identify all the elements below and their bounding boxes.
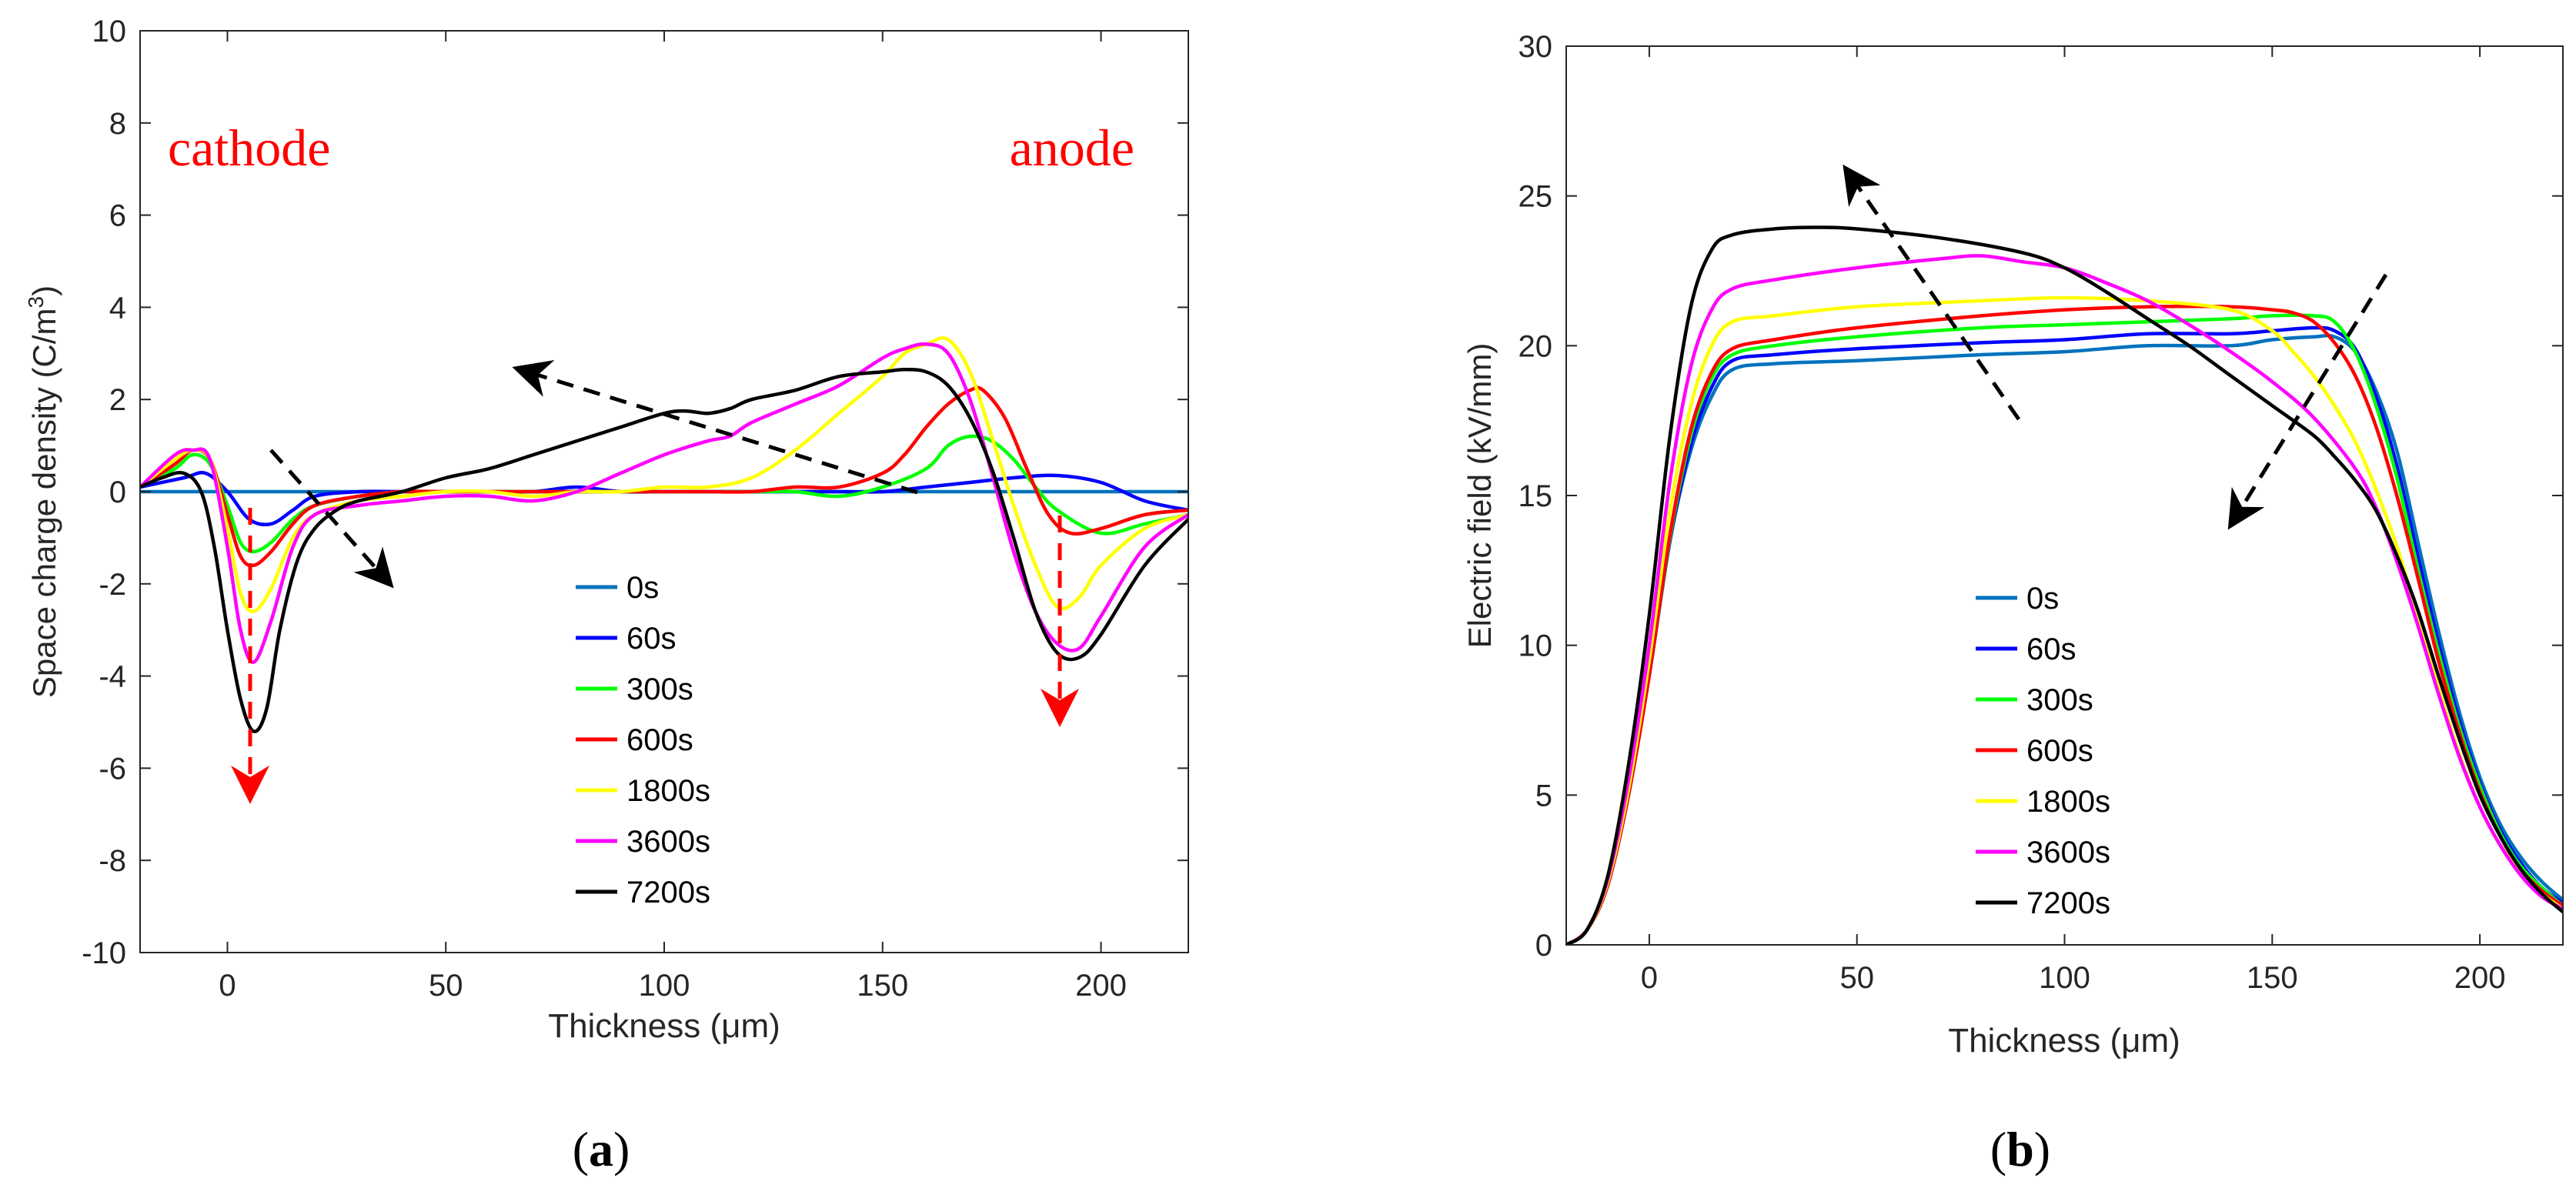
- x-tick-label: 150: [2247, 961, 2298, 995]
- series-line-3600s: [1566, 254, 2563, 945]
- series-line-3600s: [140, 342, 1188, 664]
- x-tick-label: 100: [639, 969, 690, 1003]
- chart-b-arrow-field-decrease: [2227, 273, 2388, 530]
- legend-label-60s: 60s: [626, 622, 677, 656]
- chart-a-xlabel: Thickness (μm): [548, 1007, 780, 1045]
- legend-label-3600s: 3600s: [626, 825, 710, 859]
- chart-a-panel-letter: a: [589, 1122, 613, 1176]
- legend-label-1800s: 1800s: [2026, 785, 2110, 819]
- legend-label-0s: 0s: [626, 571, 659, 605]
- chart-b-xlabel: Thickness (μm): [1948, 1022, 2180, 1060]
- y-tick-label: -2: [99, 568, 126, 602]
- legend-label-0s: 0s: [2026, 582, 2059, 616]
- legend-label-300s: 300s: [2026, 683, 2093, 717]
- legend-label-3600s: 3600s: [2026, 836, 2110, 869]
- y-tick-label: -4: [99, 660, 126, 694]
- y-tick-label: 2: [109, 383, 126, 417]
- y-tick-label: 10: [92, 15, 127, 48]
- x-tick-label: 200: [2454, 961, 2506, 995]
- chart-b-series-group: [1566, 225, 2563, 945]
- x-tick-label: 50: [429, 969, 463, 1003]
- x-tick-label: 0: [1641, 961, 1658, 995]
- y-tick-label: 4: [109, 291, 126, 325]
- x-tick-label: 200: [1075, 969, 1127, 1003]
- chart-a-ylabel-end: ): [26, 285, 62, 296]
- y-tick-label: 20: [1519, 329, 1553, 363]
- chart-b-y-ticks: 0 5 10 15 20 25 30: [1519, 30, 2563, 963]
- chart-b: 0 50 100 150 200 0 5 10 15 20 25 30 Thickness (μm)…: [1462, 30, 2564, 1176]
- chart-a-panel-label: (a): [573, 1122, 630, 1176]
- series-line-60s: [140, 471, 1188, 527]
- chart-b-legend: 0s 60s 300s 600s 1800s 3600s 7200s: [1976, 582, 2110, 920]
- legend-label-1800s: 1800s: [626, 774, 710, 808]
- legend-label-7200s: 7200s: [626, 876, 710, 909]
- series-line-7200s: [1566, 225, 2563, 945]
- legend-label-600s: 600s: [2026, 734, 2093, 768]
- y-tick-label: 5: [1535, 779, 1552, 813]
- chart-a-arrow-cathode-shift: [269, 449, 394, 589]
- legend-label-60s: 60s: [2026, 632, 2077, 666]
- y-tick-label: 6: [109, 199, 126, 233]
- y-tick-label: -6: [99, 752, 126, 786]
- chart-a-arrow-charge-migration: [512, 359, 918, 495]
- legend-label-300s: 300s: [626, 672, 693, 706]
- chart-b-arrow-field-increase: [1843, 164, 2021, 421]
- chart-a-ylabel: Space charge density (C/m3): [24, 285, 62, 698]
- chart-a-legend: 0s 60s 300s 600s 1800s 3600s 7200s: [576, 571, 710, 909]
- chart-a: 0 50 100 150 200 -10 -8 -6 -4 -2 0 2 4 6 8 10 Thicknes…: [24, 15, 1189, 1176]
- y-tick-label: 15: [1519, 479, 1553, 513]
- y-tick-label: 30: [1519, 30, 1553, 64]
- chart-a-ylabel-sup: 3: [24, 296, 48, 309]
- y-tick-label: 8: [109, 107, 126, 141]
- chart-b-panel-letter: b: [2006, 1122, 2034, 1176]
- x-tick-label: 100: [2039, 961, 2090, 995]
- legend-label-7200s: 7200s: [2026, 886, 2110, 920]
- chart-a-ylabel-main: Space charge density (C/m: [26, 309, 62, 699]
- y-tick-label: -8: [99, 844, 126, 878]
- chart-b-x-ticks: 0 50 100 150 200: [1641, 46, 2506, 995]
- x-tick-label: 50: [1839, 961, 1874, 995]
- y-tick-label: 10: [1519, 629, 1553, 663]
- chart-b-panel-label: (b): [1990, 1122, 2050, 1176]
- cathode-label: cathode: [168, 118, 330, 177]
- legend-label-600s: 600s: [626, 723, 693, 757]
- series-line-600s: [1566, 305, 2563, 945]
- chart-b-ylabel: Electric field (kV/mm): [1462, 343, 1498, 649]
- chart-a-x-ticks: 0 50 100 150 200: [219, 31, 1127, 1003]
- y-tick-label: 0: [1535, 929, 1552, 963]
- x-tick-label: 150: [857, 969, 908, 1003]
- anode-label: anode: [1010, 118, 1134, 177]
- chart-a-y-ticks: -10 -8 -6 -4 -2 0 2 4 6 8 10: [82, 15, 1188, 970]
- y-tick-label: -10: [82, 936, 126, 970]
- series-line-7200s: [140, 368, 1188, 733]
- x-tick-label: 0: [219, 969, 236, 1003]
- y-tick-label: 0: [109, 476, 126, 509]
- series-line-1800s: [140, 336, 1188, 613]
- y-tick-label: 25: [1519, 180, 1553, 214]
